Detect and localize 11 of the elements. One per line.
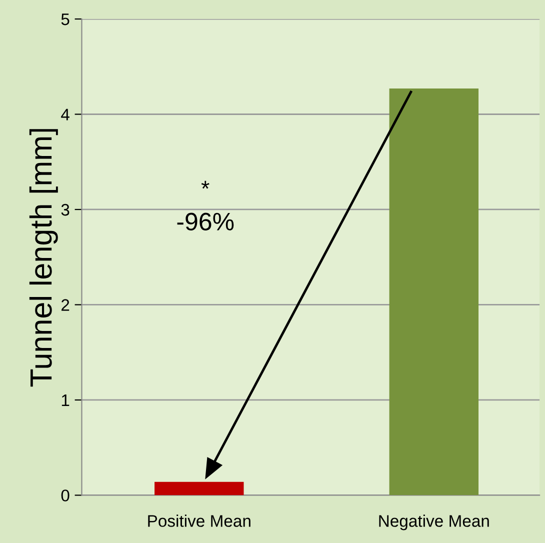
x-tick-label: Positive Mean [148,514,250,527]
y-tick-label: 5 [61,14,70,26]
y-tick-label: 2 [62,299,70,311]
x-tick-label: Negative Mean [379,514,489,530]
annotation: -96% [177,212,234,230]
y-axis-title: Tunnel length [mm] [29,129,58,387]
y-tick-label: 4 [61,108,70,120]
y-tick-label: 3 [61,204,70,216]
annotation: * [201,180,210,189]
y-tick-label: 0 [61,490,70,502]
y-tick-label: 1 [62,394,70,406]
